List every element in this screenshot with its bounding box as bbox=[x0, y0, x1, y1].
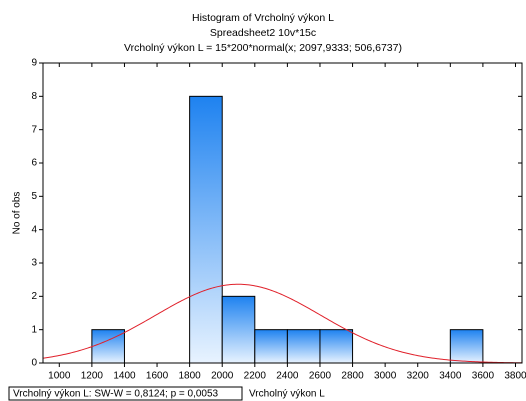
x-tick-label: 1600 bbox=[146, 371, 169, 382]
x-tick-label: 2600 bbox=[309, 371, 332, 382]
bar bbox=[221, 295, 256, 364]
y-axis-label: No of obs bbox=[12, 192, 23, 235]
bar bbox=[286, 329, 321, 364]
x-tick-label: 3000 bbox=[374, 371, 397, 382]
y-tick-label: 1 bbox=[31, 324, 37, 335]
x-tick-label: 2800 bbox=[341, 371, 364, 382]
bar bbox=[449, 329, 484, 364]
y-tick-label: 5 bbox=[31, 191, 37, 202]
bar bbox=[319, 329, 354, 364]
plot-frame bbox=[42, 62, 523, 364]
x-tick-label: 3600 bbox=[472, 371, 495, 382]
chart-subtitle: Spreadsheet2 10v*15c bbox=[210, 27, 316, 39]
x-tick-label: 1800 bbox=[179, 371, 202, 382]
x-axis-label: Vrcholný výkon L bbox=[249, 389, 325, 400]
x-tick-label: 2400 bbox=[276, 371, 299, 382]
x-tick-label: 2000 bbox=[211, 371, 234, 382]
normal-curve bbox=[42, 283, 523, 364]
y-tick-label: 9 bbox=[31, 58, 37, 69]
bar bbox=[254, 329, 288, 364]
y-tick-label: 4 bbox=[31, 224, 37, 235]
x-tick-label: 1200 bbox=[81, 371, 104, 382]
stats-box bbox=[8, 386, 243, 401]
chart-title: Histogram of Vrcholný výkon L bbox=[192, 12, 334, 24]
x-tick-label: 1000 bbox=[48, 371, 71, 382]
y-tick-label: 3 bbox=[31, 258, 37, 269]
y-tick-label: 0 bbox=[31, 358, 37, 369]
y-tick-label: 2 bbox=[31, 291, 37, 302]
bar bbox=[189, 95, 223, 364]
x-tick-label: 3200 bbox=[407, 371, 430, 382]
chart-formula: Vrcholný výkon L = 15*200*normal(x; 2097… bbox=[124, 42, 402, 54]
stats-label: Vrcholný výkon L: SW-W = 0,8124; p = 0,0… bbox=[13, 389, 219, 400]
x-tick-label: 2200 bbox=[244, 371, 267, 382]
x-tick-label: 1400 bbox=[113, 371, 136, 382]
y-tick-label: 7 bbox=[31, 124, 37, 135]
y-tick-label: 8 bbox=[31, 91, 37, 102]
x-tick-label: 3800 bbox=[504, 371, 526, 382]
x-tick-label: 3400 bbox=[439, 371, 462, 382]
y-tick-label: 6 bbox=[31, 158, 37, 169]
